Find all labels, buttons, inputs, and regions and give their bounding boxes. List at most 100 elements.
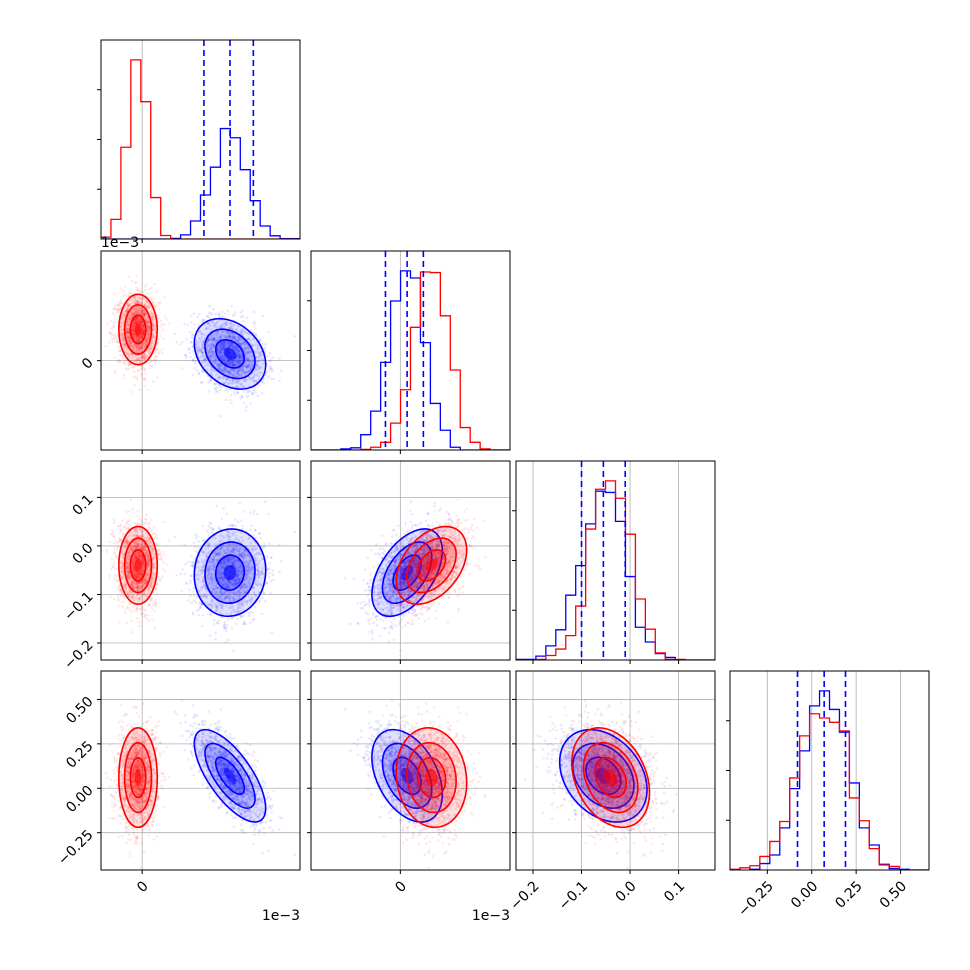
scatter-point	[269, 579, 273, 583]
scatter-point	[259, 339, 262, 343]
scatter-point	[153, 317, 157, 321]
scatter-point	[150, 342, 153, 345]
scatter-point	[247, 350, 251, 353]
scatter-point	[230, 344, 234, 347]
scatter-point	[137, 317, 141, 320]
scatter-point	[132, 332, 136, 335]
scatter-point	[216, 339, 219, 342]
scatter-point	[252, 337, 255, 340]
scatter-point	[193, 594, 196, 598]
scatter-point	[220, 354, 224, 358]
scatter-point	[230, 401, 233, 405]
scatter-point	[245, 366, 249, 370]
scatter-point	[232, 378, 235, 382]
scatter-point	[118, 621, 121, 624]
scatter-point	[240, 352, 244, 356]
scatter-point	[226, 345, 230, 348]
scatter-point	[179, 572, 182, 576]
scatter-point	[266, 567, 270, 571]
scatter-point	[132, 326, 135, 330]
scatter-point	[145, 292, 148, 296]
scatter-point	[221, 354, 225, 357]
scatter-point	[245, 395, 249, 399]
scatter-point	[231, 363, 234, 367]
scatter-point	[232, 363, 235, 367]
scatter-point	[206, 339, 210, 343]
scatter-point	[228, 363, 231, 366]
scatter-point	[232, 323, 236, 326]
scatter-point	[239, 615, 243, 619]
scatter-point	[237, 342, 240, 345]
scatter-point	[126, 320, 130, 324]
scatter-point	[133, 321, 137, 324]
scatter-point	[201, 524, 205, 527]
scatter-point	[223, 367, 226, 371]
scatter-point	[214, 362, 218, 366]
scatter-point	[251, 360, 254, 363]
scatter-point	[124, 362, 127, 366]
scatter-point	[221, 370, 225, 373]
scatter-point	[222, 355, 226, 359]
scatter-point	[140, 290, 144, 294]
scatter-point	[197, 342, 200, 346]
scatter-point	[132, 347, 136, 350]
scatter-point	[147, 321, 150, 325]
scatter-point	[201, 347, 204, 350]
scatter-point	[173, 332, 177, 336]
scatter-point	[196, 349, 200, 352]
scatter-point	[222, 344, 225, 347]
scatter-point	[252, 389, 255, 392]
scatter-point	[138, 296, 142, 300]
scatter-point	[122, 340, 126, 344]
scatter-point	[140, 308, 144, 311]
scatter-point	[269, 358, 273, 362]
scatter-point	[147, 330, 151, 333]
scatter-point	[194, 359, 198, 363]
scatter-point	[225, 362, 228, 365]
scatter-point	[250, 377, 254, 381]
scatter-point	[257, 356, 261, 359]
scatter-point	[249, 366, 252, 370]
scatter-point	[263, 542, 266, 546]
scatter-point	[209, 369, 213, 372]
scatter-point	[203, 364, 207, 368]
scatter-point	[122, 289, 126, 293]
scatter-point	[237, 354, 240, 358]
scatter-point	[135, 346, 139, 350]
scatter-point	[173, 535, 177, 539]
scatter-point	[149, 360, 152, 364]
scatter-point	[226, 382, 230, 385]
scatter-point	[201, 318, 205, 322]
scatter-point	[211, 360, 214, 364]
scatter-point	[140, 344, 144, 348]
scatter-point	[207, 351, 211, 354]
scatter-point	[233, 334, 236, 338]
scatter-point	[244, 362, 247, 365]
scatter-point	[210, 531, 214, 535]
scatter-point	[220, 325, 224, 328]
scatter-point	[197, 546, 200, 550]
scatter-point	[139, 347, 142, 351]
scatter-point	[227, 359, 230, 362]
scatter-point	[222, 377, 225, 380]
scatter-point	[213, 354, 217, 358]
scatter-point	[252, 337, 255, 341]
scatter-point	[233, 392, 237, 396]
scatter-point	[211, 528, 214, 532]
scatter-point	[230, 341, 234, 345]
scatter-point	[260, 365, 263, 369]
scatter-point	[197, 348, 201, 351]
scatter-point	[142, 328, 146, 332]
scatter-point	[231, 524, 235, 527]
scatter-point	[240, 328, 243, 332]
scatter-point	[229, 322, 233, 326]
scatter-point	[158, 350, 162, 353]
scatter-point	[221, 345, 225, 348]
scatter-point	[208, 324, 212, 328]
scatter-point	[245, 405, 248, 409]
scatter-point	[125, 320, 129, 324]
scatter-point	[216, 363, 219, 367]
scatter-point	[244, 351, 247, 354]
scatter-point	[215, 333, 219, 336]
scatter-point	[205, 326, 209, 330]
